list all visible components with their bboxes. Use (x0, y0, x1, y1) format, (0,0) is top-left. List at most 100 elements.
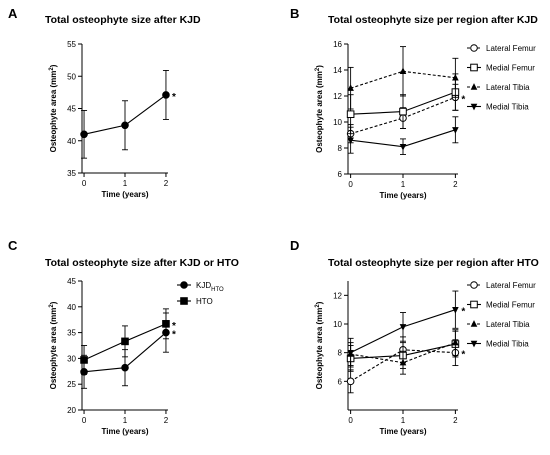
significance-marker: * (461, 307, 465, 318)
x-tick-label: 0 (82, 179, 87, 188)
panel-A: A Total osteophyte size after KJD 35 40 45 50… (8, 6, 201, 199)
data-point (121, 121, 129, 130)
text-part: Osteophyte area (mm (315, 308, 324, 390)
x-tick-label: 1 (123, 179, 128, 188)
data-point (121, 363, 129, 372)
x-tick-label: 2 (453, 180, 458, 189)
data-point (347, 137, 354, 145)
text-part: 2 (49, 304, 55, 308)
series-medial-tibia: * (347, 290, 465, 368)
data-point (399, 107, 407, 116)
y-tick-label: 8 (338, 349, 343, 358)
y-tick-label: 6 (338, 170, 343, 179)
y-tick-label: 8 (338, 144, 343, 153)
legend-entry: Lateral Tibia (486, 320, 530, 329)
panel-label: A (8, 6, 18, 21)
legend: Lateral Femur Medial Femur Lateral Tibia Me… (467, 281, 536, 349)
significance-marker: * (172, 92, 176, 103)
panel-D: D Total osteophyte size per region after … (290, 238, 539, 436)
panel-B: B Total osteophyte size per region after … (290, 6, 538, 200)
data-point (162, 320, 170, 328)
y-tick-label: 12 (333, 291, 342, 300)
data-point (470, 281, 478, 289)
y-tick-label: 40 (67, 303, 76, 312)
data-point (452, 73, 459, 81)
data-point (80, 356, 88, 364)
legend-entry: Lateral Tibia (486, 83, 530, 92)
x-tick-label: 2 (164, 179, 169, 188)
x-tick-label: 2 (453, 416, 458, 425)
chart-title: Total osteophyte size per region after K… (328, 14, 538, 26)
data-point (399, 358, 407, 366)
text-part: ) (49, 64, 58, 67)
y-tick-label: 40 (67, 137, 76, 146)
data-point (121, 337, 129, 346)
series-line (350, 342, 456, 364)
data-point (452, 338, 459, 346)
data-point (452, 306, 459, 314)
legend-entry: Medial Tibia (486, 340, 529, 349)
x-tick-label: 2 (164, 416, 169, 425)
chart-title: Total osteophyte size after KJD (45, 14, 201, 26)
text-part: ) (49, 301, 58, 304)
y-tick-label: 45 (67, 105, 76, 114)
x-tick-label: 1 (401, 416, 406, 425)
data-point (399, 67, 407, 74)
text-part: 2 (315, 304, 321, 308)
x-tick-label: 0 (82, 416, 87, 425)
text-part: Osteophyte area (mm (49, 308, 58, 390)
y-tick-label: 35 (67, 329, 76, 338)
x-axis-label: Time (years) (102, 427, 149, 436)
x-tick-label: 0 (348, 180, 353, 189)
data-point (346, 377, 355, 386)
x-tick-label: 1 (401, 180, 406, 189)
series-lateral-tibia (347, 329, 459, 375)
y-tick-label: 25 (67, 380, 76, 389)
data-point (399, 324, 407, 331)
significance-marker: * (461, 350, 465, 361)
text-part: HTO (211, 287, 224, 293)
data-point (452, 127, 459, 134)
y-tick-label: 20 (67, 406, 76, 415)
panel-label: B (290, 6, 299, 21)
panel-label: D (290, 238, 299, 253)
legend-entry: HTO (196, 297, 213, 306)
y-tick-label: 10 (333, 320, 342, 329)
data-point (346, 110, 355, 119)
legend-entry: Lateral Femur (486, 281, 536, 290)
y-tick-label: 50 (67, 72, 76, 81)
y-tick-label: 10 (333, 118, 342, 127)
chart-title: Total osteophyte size per region after H… (328, 257, 539, 269)
y-tick-label: 14 (333, 66, 342, 75)
data-point (162, 91, 170, 99)
data-point (470, 83, 478, 90)
y-tick-label: 55 (67, 40, 76, 49)
data-point (470, 103, 478, 111)
panel-C: C Total osteophyte size after KJD or HTO 2… (8, 238, 239, 436)
data-point (470, 340, 478, 348)
significance-marker: * (172, 330, 176, 341)
series-0: * (80, 69, 176, 159)
legend-entry: Medial Tibia (486, 103, 529, 112)
data-point (470, 300, 478, 309)
x-axis-label: Time (years) (380, 191, 427, 200)
data-point (180, 297, 188, 305)
legend-entry: Medial Femur (486, 64, 535, 73)
chart-title: Total osteophyte size after KJD or HTO (45, 257, 239, 269)
legend-entry: Medial Femur (486, 301, 535, 310)
series-medial-tibia (347, 116, 459, 155)
text-part: Osteophyte area (mm (49, 71, 58, 153)
x-axis-label: Time (years) (102, 190, 149, 199)
data-point (347, 349, 354, 357)
text-part: Osteophyte area (mm (315, 71, 324, 153)
y-axis-label: Osteophyte area (mm2) (49, 64, 58, 152)
significance-marker: * (461, 94, 465, 105)
data-point (180, 281, 188, 289)
data-point (470, 44, 478, 52)
series-kjdhto: * (80, 312, 176, 389)
significance-marker: * (172, 321, 176, 332)
x-axis-label: Time (years) (380, 427, 427, 436)
data-point (470, 320, 478, 327)
text-part: ) (315, 301, 324, 304)
